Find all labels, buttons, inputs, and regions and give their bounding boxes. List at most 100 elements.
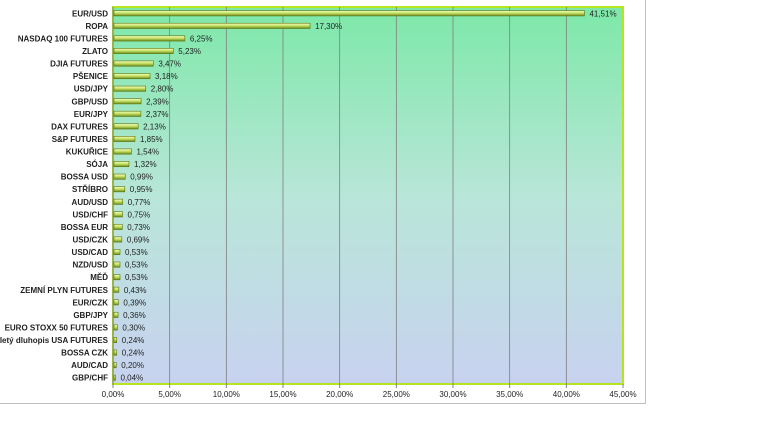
value-label: 5,23% — [178, 47, 201, 56]
bar — [113, 35, 186, 42]
value-label: 0,75% — [128, 210, 151, 219]
value-label: 3,47% — [158, 60, 181, 69]
category-label: BOSSA USD — [61, 173, 108, 182]
category-label: ZLATO — [82, 47, 108, 56]
category-label: BOSSA EUR — [61, 223, 108, 232]
category-label: AUD/CAD — [71, 361, 108, 370]
value-label: 3,18% — [155, 72, 178, 81]
category-label: KUKUŘICE — [66, 148, 109, 157]
gridlines — [112, 7, 624, 388]
value-label: 1,32% — [134, 160, 157, 169]
value-label: 6,25% — [190, 34, 213, 43]
value-label: 0,36% — [123, 311, 146, 320]
bars — [113, 10, 585, 381]
bar — [113, 223, 123, 230]
category-label: GBP/JPY — [73, 311, 108, 320]
x-tick-label: 15,00% — [269, 390, 296, 399]
x-tick-label: 10,00% — [213, 390, 240, 399]
value-label: 0,69% — [127, 235, 150, 244]
value-label: 2,37% — [146, 110, 169, 119]
bar — [113, 198, 124, 205]
category-label: EUR/CZK — [72, 298, 108, 307]
category-label: USD/CZK — [72, 235, 108, 244]
value-label: 0,39% — [123, 298, 146, 307]
value-label: 0,99% — [130, 173, 153, 182]
value-label: 1,54% — [136, 148, 159, 157]
bar — [113, 48, 174, 54]
bar — [113, 261, 121, 268]
bar — [113, 337, 118, 343]
x-tick-label: 45,00% — [609, 390, 636, 399]
value-label: 1,85% — [140, 135, 163, 144]
bar — [113, 186, 126, 193]
value-label: 0,24% — [122, 349, 145, 358]
category-label: GBP/USD — [72, 97, 109, 106]
category-label: EUR/JPY — [74, 110, 109, 119]
category-label: DAX FUTURES — [51, 122, 109, 131]
horizontal-bar-chart: EUR/USD ROPA NASDAQ 100 FUTURES ZLATO DJIA F… — [0, 6, 637, 399]
bar — [113, 236, 123, 243]
x-tick-label: 0,00% — [102, 390, 125, 399]
category-label: AUD/USD — [72, 198, 109, 207]
category-label: NASDAQ 100 FUTURES — [18, 34, 109, 43]
bar — [113, 161, 130, 168]
plot-area — [112, 6, 624, 385]
bar — [113, 148, 132, 155]
category-labels: EUR/USD ROPA NASDAQ 100 FUTURES ZLATO DJIA F… — [0, 9, 109, 382]
category-label: PŠENICE — [73, 72, 109, 81]
value-label: 0,43% — [124, 286, 147, 295]
value-label: 2,39% — [146, 97, 169, 106]
category-label: EURO STOXX 50 FUTURES — [5, 323, 109, 332]
category-label: 10letý dluhopis USA FUTURES — [0, 336, 109, 345]
category-label: NZD/USD — [72, 261, 108, 270]
value-label: 0,30% — [122, 323, 145, 332]
category-label: S&P FUTURES — [52, 135, 109, 144]
value-label: 2,80% — [151, 85, 174, 94]
value-label: 0,24% — [122, 336, 145, 345]
x-tick-label: 5,00% — [158, 390, 181, 399]
bar — [113, 211, 123, 218]
category-label: USD/CHF — [72, 210, 108, 219]
value-label: 0,04% — [121, 374, 144, 383]
category-label: STŘÍBRO — [72, 185, 108, 194]
bar — [113, 110, 142, 117]
category-label: SÓJA — [86, 160, 108, 169]
category-label: ROPA — [85, 22, 108, 31]
x-tick-label: 30,00% — [439, 390, 466, 399]
bar — [113, 374, 116, 381]
value-label: 0,53% — [125, 248, 148, 257]
bar — [113, 22, 311, 29]
value-label: 0,95% — [130, 185, 153, 194]
value-label: 41,51% — [589, 9, 616, 18]
bar — [113, 123, 139, 130]
value-label: 17,30% — [315, 22, 342, 31]
bar — [113, 311, 119, 318]
category-label: USD/CAD — [72, 248, 109, 257]
category-label: BOSSA CZK — [61, 349, 108, 358]
category-label: GBP/CHF — [72, 374, 108, 383]
chart-frame: EUR/USD ROPA NASDAQ 100 FUTURES ZLATO DJIA F… — [0, 0, 646, 404]
value-label: 2,13% — [143, 122, 166, 131]
bar — [113, 299, 119, 306]
x-tick-label: 35,00% — [496, 390, 523, 399]
value-labels: 41,51% 17,30% 6,25% 5,23% 3,47% 3,18% 2,80% 2,3… — [121, 9, 617, 382]
x-axis-tick-labels: 0,00% 5,00% 10,00% 15,00% 20,00% 25,00% 30,00%… — [102, 390, 637, 399]
category-label: ZEMNÍ PLYN FUTURES — [20, 286, 108, 295]
bar — [113, 10, 585, 17]
bar — [113, 173, 126, 180]
bar — [113, 362, 117, 369]
x-tick-label: 40,00% — [553, 390, 580, 399]
value-label: 0,53% — [125, 273, 148, 282]
bar — [113, 85, 147, 92]
bar — [113, 324, 118, 331]
bar — [113, 136, 136, 142]
bar — [113, 98, 142, 105]
bar — [113, 73, 151, 80]
bar — [113, 274, 121, 281]
bar — [113, 349, 118, 356]
value-label: 0,20% — [121, 361, 144, 370]
category-label: USD/JPY — [74, 85, 109, 94]
x-tick-label: 20,00% — [326, 390, 353, 399]
bar — [113, 60, 154, 67]
bar — [113, 286, 120, 293]
